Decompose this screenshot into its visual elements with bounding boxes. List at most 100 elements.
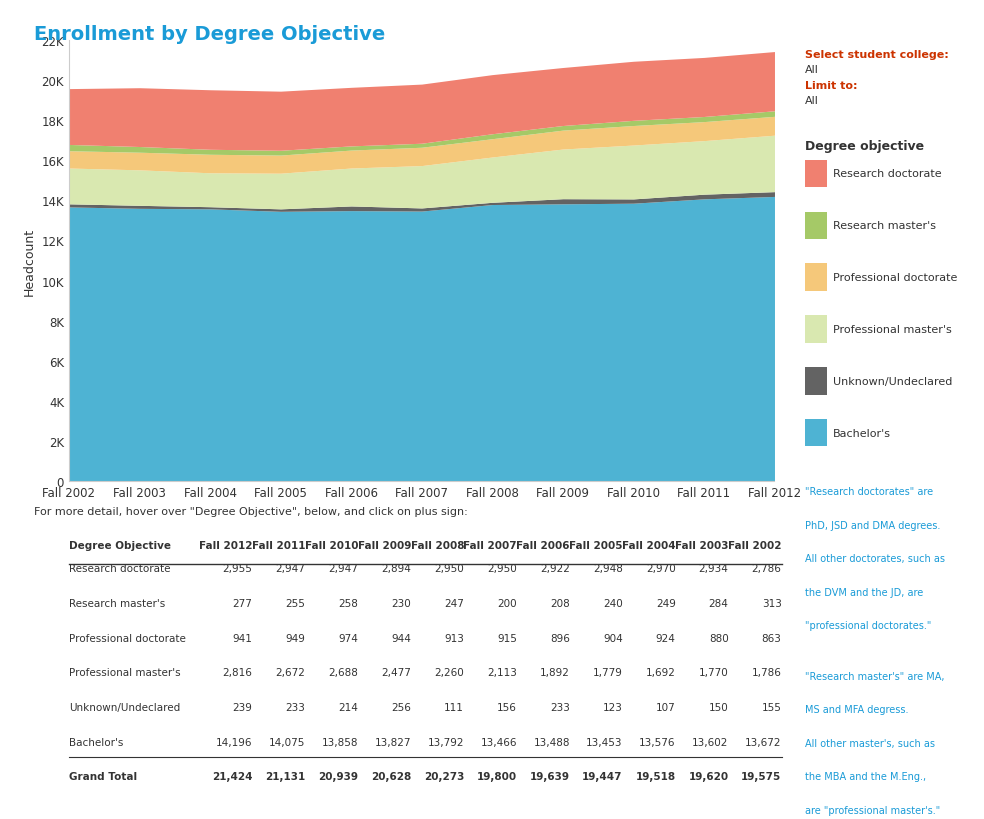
Text: 2,934: 2,934 [699,563,728,573]
Text: 255: 255 [285,599,305,609]
Text: Fall 2011: Fall 2011 [252,541,305,550]
Text: 233: 233 [550,702,570,712]
Text: 14,196: 14,196 [215,737,252,747]
Text: 2,947: 2,947 [329,563,358,573]
Text: 20,628: 20,628 [371,771,411,781]
Text: 1,692: 1,692 [646,667,676,677]
Text: 924: 924 [655,633,676,643]
Text: 249: 249 [655,599,676,609]
Text: Professional master's: Professional master's [69,667,180,677]
Text: 2,816: 2,816 [222,667,252,677]
Text: Enrollment by Degree Objective: Enrollment by Degree Objective [34,25,386,43]
Text: Fall 2012: Fall 2012 [199,541,252,550]
Text: Unknown/Undeclared: Unknown/Undeclared [833,377,953,387]
Text: 2,948: 2,948 [593,563,623,573]
Text: 2,260: 2,260 [434,667,464,677]
Text: 123: 123 [603,702,623,712]
Text: Fall 2007: Fall 2007 [463,541,517,550]
Text: 2,955: 2,955 [222,563,252,573]
Text: 2,688: 2,688 [329,667,358,677]
Text: the DVM and the JD, are: the DVM and the JD, are [805,587,923,597]
Text: 863: 863 [762,633,781,643]
Text: 880: 880 [708,633,728,643]
Text: 239: 239 [232,702,252,712]
Text: Professional doctorate: Professional doctorate [833,273,957,283]
Text: 111: 111 [444,702,464,712]
Text: 155: 155 [762,702,781,712]
Text: All other doctorates, such as: All other doctorates, such as [805,554,945,563]
Text: 19,620: 19,620 [689,771,728,781]
Text: Fall 2006: Fall 2006 [517,541,570,550]
Text: 230: 230 [392,599,411,609]
Text: 1,779: 1,779 [593,667,623,677]
Text: Fall 2005: Fall 2005 [570,541,623,550]
Text: Bachelor's: Bachelor's [833,428,892,438]
Text: 107: 107 [656,702,676,712]
Text: 21,424: 21,424 [212,771,252,781]
Text: 21,131: 21,131 [265,771,305,781]
Text: 156: 156 [497,702,517,712]
Text: 1,786: 1,786 [752,667,781,677]
Text: 13,466: 13,466 [480,737,517,747]
Text: 1,892: 1,892 [540,667,570,677]
Text: the MBA and the M.Eng.,: the MBA and the M.Eng., [805,771,926,781]
Text: 214: 214 [338,702,358,712]
Text: 247: 247 [444,599,464,609]
Text: 949: 949 [285,633,305,643]
Text: 258: 258 [338,599,358,609]
Text: 240: 240 [603,599,623,609]
Text: Fall 2002: Fall 2002 [728,541,781,550]
Text: 13,453: 13,453 [586,737,623,747]
Text: 13,602: 13,602 [692,737,728,747]
Text: 13,576: 13,576 [640,737,676,747]
Text: 256: 256 [392,702,411,712]
Text: 200: 200 [497,599,517,609]
Text: All: All [805,96,819,106]
FancyBboxPatch shape [805,316,827,343]
FancyBboxPatch shape [805,212,827,240]
Text: 284: 284 [708,599,728,609]
Text: Fall 2010: Fall 2010 [305,541,358,550]
Text: "Research master's" are MA,: "Research master's" are MA, [805,671,945,681]
Text: 19,639: 19,639 [529,771,570,781]
Text: Degree Objective: Degree Objective [69,541,171,550]
Text: 208: 208 [550,599,570,609]
Text: Fall 2003: Fall 2003 [675,541,728,550]
Text: Research doctorate: Research doctorate [69,563,170,573]
Text: 313: 313 [762,599,781,609]
Text: "professional doctorates.": "professional doctorates." [805,621,931,631]
Text: 13,672: 13,672 [745,737,781,747]
Text: 13,858: 13,858 [322,737,358,747]
Text: 14,075: 14,075 [269,737,305,747]
Text: All: All [805,66,819,75]
Text: 2,672: 2,672 [276,667,305,677]
FancyBboxPatch shape [805,419,827,447]
Text: 20,273: 20,273 [424,771,464,781]
Text: 2,894: 2,894 [381,563,411,573]
Text: Research master's: Research master's [833,221,937,231]
Text: 2,477: 2,477 [381,667,411,677]
Text: Professional master's: Professional master's [833,324,953,335]
FancyBboxPatch shape [805,161,827,188]
Text: 2,786: 2,786 [752,563,781,573]
Text: Research master's: Research master's [69,599,165,609]
Text: 13,792: 13,792 [427,737,464,747]
FancyBboxPatch shape [805,368,827,395]
Text: 2,947: 2,947 [276,563,305,573]
Text: 19,800: 19,800 [477,771,517,781]
Text: 941: 941 [232,633,252,643]
Text: 913: 913 [444,633,464,643]
Text: 974: 974 [338,633,358,643]
Text: 2,950: 2,950 [487,563,517,573]
Text: Grand Total: Grand Total [69,771,137,781]
Text: 944: 944 [392,633,411,643]
Text: For more detail, hover over "Degree Objective", below, and click on plus sign:: For more detail, hover over "Degree Obje… [34,506,468,516]
Text: 20,939: 20,939 [318,771,358,781]
Text: MS and MFA degress.: MS and MFA degress. [805,704,908,714]
Text: Limit to:: Limit to: [805,80,857,91]
Text: 233: 233 [285,702,305,712]
Text: Degree objective: Degree objective [805,140,924,153]
Text: 1,770: 1,770 [699,667,728,677]
Text: PhD, JSD and DMA degrees.: PhD, JSD and DMA degrees. [805,520,940,530]
Text: are "professional master's.": are "professional master's." [805,805,940,815]
